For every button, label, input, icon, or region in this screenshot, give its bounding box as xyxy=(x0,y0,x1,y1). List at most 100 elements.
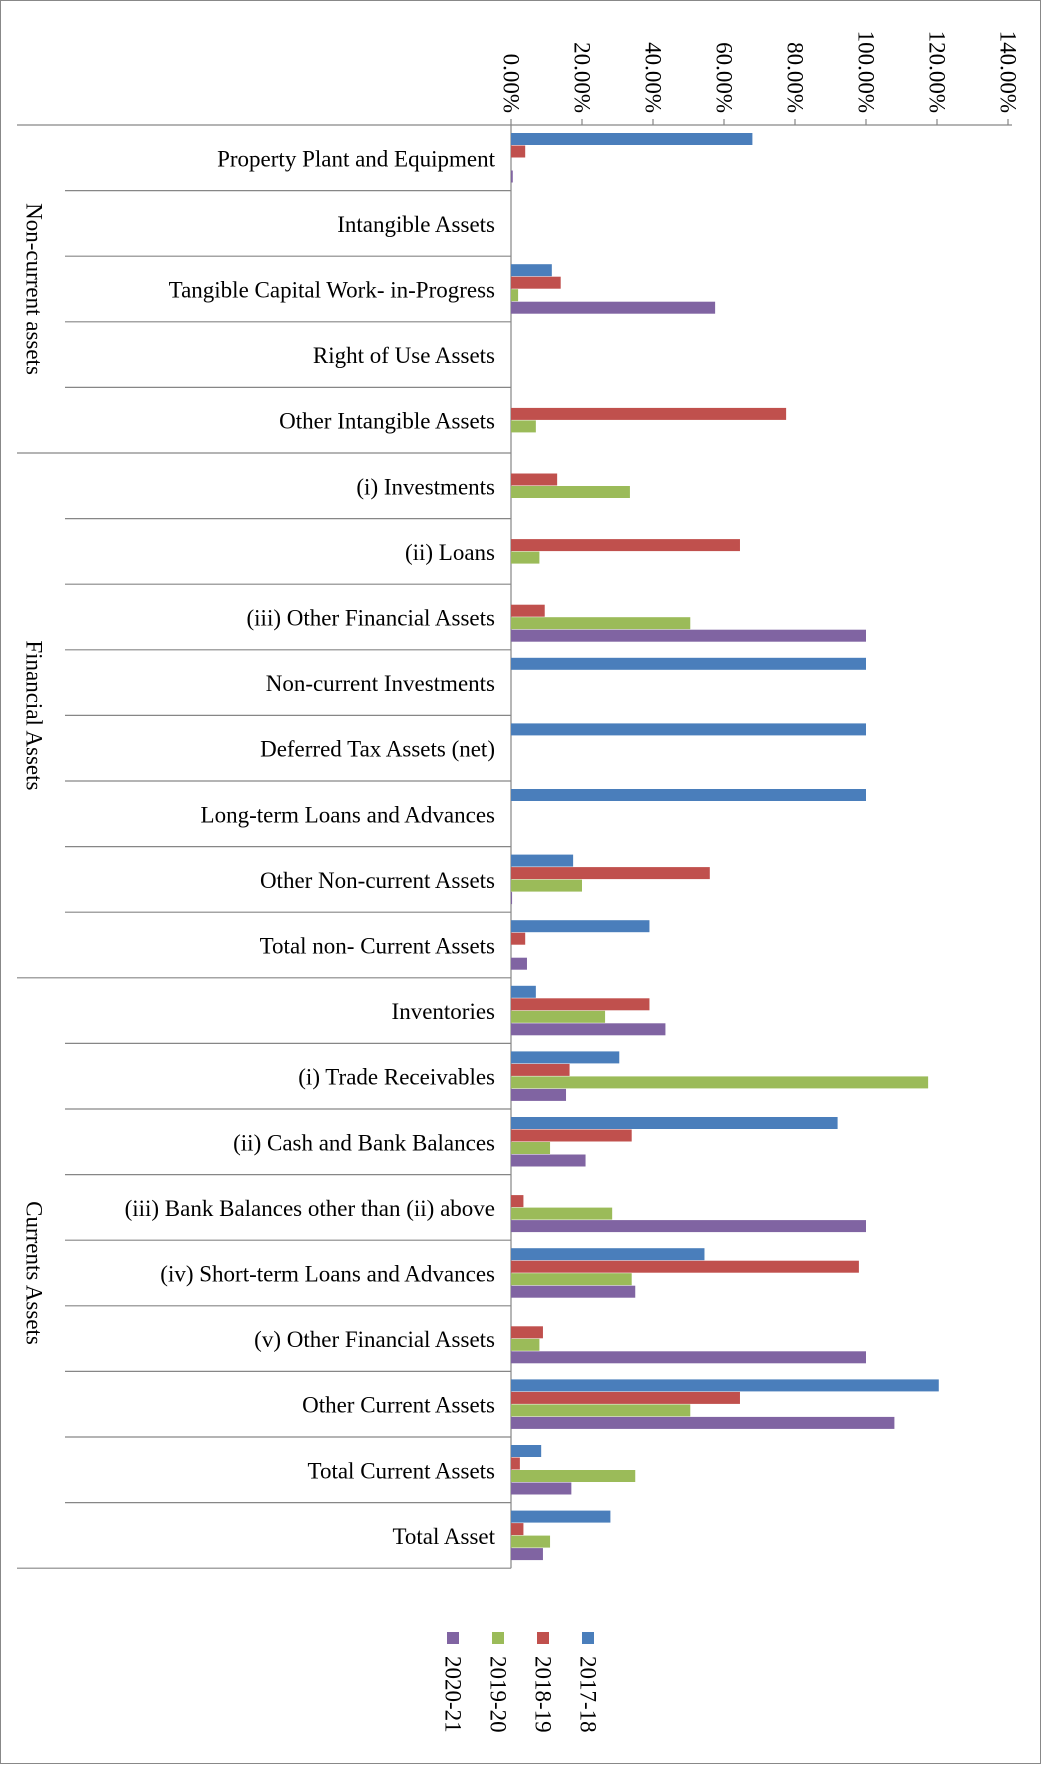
bar-2020-21-total-asset xyxy=(511,1548,543,1561)
bar-2019-20-ii-cash-and-bank-balances xyxy=(511,1142,551,1154)
x-tick-label: 140.00% xyxy=(996,31,1021,113)
bar-2019-20-v-other-financial-assets xyxy=(511,1338,540,1351)
legend-swatch-2018-19 xyxy=(537,1632,549,1644)
category-label-ii-loans: (ii) Loans xyxy=(405,540,495,565)
bar-2017-18-property-plant-and-equipment xyxy=(511,133,753,145)
category-label-long-term-loans-and-advances: Long-term Loans and Advances xyxy=(201,802,495,827)
labels-layer: 0.00% 20.00% 40.00% 60.00% 80.00% 100.00% 120.… xyxy=(22,31,1021,1549)
legend-label-2020-21: 2020-21 xyxy=(441,1656,466,1733)
bar-2020-21-tangible-capital-work-in-progress xyxy=(511,301,716,314)
bar-2018-19-other-non-current-assets xyxy=(511,867,710,880)
legend-swatch-2020-21 xyxy=(447,1632,459,1644)
legend-label-2018-19: 2018-19 xyxy=(531,1656,556,1733)
bar-2018-19-total-non-current-assets xyxy=(511,932,526,945)
bar-2019-20-total-current-assets xyxy=(511,1470,636,1482)
bar-2019-20-other-intangible-assets xyxy=(511,420,536,433)
category-label-i-trade-receivables: (i) Trade Receivables xyxy=(298,1065,495,1090)
bar-2017-18-other-non-current-assets xyxy=(511,854,574,867)
x-tick-label: 60.00% xyxy=(712,42,737,113)
bar-2018-19-iii-other-financial-assets xyxy=(511,604,545,617)
category-label-i-investments: (i) Investments xyxy=(356,474,495,499)
bar-2018-19-other-current-assets xyxy=(511,1391,740,1404)
x-tick-label: 0.00% xyxy=(499,54,524,113)
bar-2017-18-long-term-loans-and-advances xyxy=(511,789,866,801)
bar-2017-18-iv-short-term-loans-and-advances xyxy=(511,1248,705,1261)
bar-2020-21-other-non-current-assets xyxy=(511,892,513,905)
group-label-currents-assets: Currents Assets xyxy=(22,1201,47,1345)
category-label-other-non-current-assets: Other Non-current Assets xyxy=(260,868,495,893)
bar-2017-18-non-current-investments xyxy=(511,657,866,670)
category-label-intangible-assets: Intangible Assets xyxy=(337,212,495,237)
legend-label-2017-18: 2017-18 xyxy=(576,1656,601,1733)
legend-label-2019-20: 2019-20 xyxy=(486,1656,511,1733)
bar-2018-19-i-investments xyxy=(511,473,558,486)
bar-2017-18-deferred-tax-assets-net xyxy=(511,723,866,736)
bar-2020-21-iv-short-term-loans-and-advances xyxy=(511,1285,636,1298)
bar-2019-20-total-asset xyxy=(511,1535,551,1548)
bar-2017-18-other-current-assets xyxy=(511,1379,939,1392)
category-label-property-plant-and-equipment: Property Plant and Equipment xyxy=(217,146,495,171)
category-label-other-intangible-assets: Other Intangible Assets xyxy=(279,409,495,434)
x-tick-label: 80.00% xyxy=(783,42,808,113)
category-label-v-other-financial-assets: (v) Other Financial Assets xyxy=(254,1327,495,1352)
category-label-right-of-use-assets: Right of Use Assets xyxy=(313,343,495,368)
category-label-iii-other-financial-assets: (iii) Other Financial Assets xyxy=(247,606,496,631)
category-label-total-asset: Total Asset xyxy=(392,1524,495,1549)
bars-layer xyxy=(511,133,939,1561)
bar-2020-21-iii-other-financial-assets xyxy=(511,629,866,642)
bar-2017-18-tangible-capital-work-in-progress xyxy=(511,264,552,277)
category-label-total-non-current-assets: Total non- Current Assets xyxy=(260,934,495,959)
bar-2017-18-total-asset xyxy=(511,1510,611,1523)
bar-2017-18-ii-cash-and-bank-balances xyxy=(511,1117,838,1129)
bar-2019-20-tangible-capital-work-in-progress xyxy=(511,289,519,302)
category-label-inventories: Inventories xyxy=(392,999,496,1024)
x-tick-label: 40.00% xyxy=(641,42,666,113)
legend-layer: 2017-18 2018-19 2019-20 2020-21 xyxy=(441,1632,601,1733)
category-label-other-current-assets: Other Current Assets xyxy=(302,1393,495,1418)
bar-2019-20-i-trade-receivables xyxy=(511,1076,929,1089)
bar-2018-19-ii-loans xyxy=(511,539,740,552)
bar-2018-19-inventories xyxy=(511,998,650,1011)
bar-2018-19-total-asset xyxy=(511,1523,524,1536)
x-tick-label: 120.00% xyxy=(925,31,950,113)
group-label-financial-assets: Financial Assets xyxy=(22,640,47,790)
bar-2020-21-total-non-current-assets xyxy=(511,957,527,970)
category-label-tangible-capital-work-in-progress: Tangible Capital Work- in-Progress xyxy=(169,278,495,303)
category-label-non-current-investments: Non-current Investments xyxy=(266,671,495,696)
bar-2019-20-ii-loans xyxy=(511,551,540,564)
bar-2019-20-inventories xyxy=(511,1010,606,1023)
bar-2020-21-i-trade-receivables xyxy=(511,1088,567,1101)
category-label-ii-cash-and-bank-balances: (ii) Cash and Bank Balances xyxy=(233,1130,495,1155)
axis-layer xyxy=(17,119,1012,1569)
bar-2020-21-ii-cash-and-bank-balances xyxy=(511,1154,586,1167)
bar-2018-19-property-plant-and-equipment xyxy=(511,145,526,158)
bar-2019-20-i-investments xyxy=(511,486,630,498)
bar-2020-21-v-other-financial-assets xyxy=(511,1351,866,1364)
x-tick-label: 20.00% xyxy=(570,42,595,113)
bar-2020-21-other-current-assets xyxy=(511,1416,895,1429)
bar-2019-20-iii-bank-balances-other-than-ii-above xyxy=(511,1207,613,1220)
bar-2019-20-other-non-current-assets xyxy=(511,879,582,892)
bar-2018-19-other-intangible-assets xyxy=(511,407,787,420)
bar-2018-19-v-other-financial-assets xyxy=(511,1326,543,1339)
bar-2019-20-iv-short-term-loans-and-advances xyxy=(511,1273,632,1286)
bar-2020-21-iii-bank-balances-other-than-ii-above xyxy=(511,1220,866,1233)
bar-2020-21-property-plant-and-equipment xyxy=(511,170,513,183)
bar-2020-21-total-current-assets xyxy=(511,1482,572,1495)
bar-2018-19-iv-short-term-loans-and-advances xyxy=(511,1260,859,1273)
bar-2018-19-total-current-assets xyxy=(511,1457,520,1470)
bar-2018-19-i-trade-receivables xyxy=(511,1063,570,1076)
bar-2019-20-other-current-assets xyxy=(511,1404,691,1417)
category-label-iv-short-term-loans-and-advances: (iv) Short-term Loans and Advances xyxy=(160,1262,495,1287)
x-tick-label: 100.00% xyxy=(854,31,879,113)
bar-2017-18-inventories xyxy=(511,985,536,998)
bar-2018-19-ii-cash-and-bank-balances xyxy=(511,1129,632,1142)
bar-2017-18-total-current-assets xyxy=(511,1445,542,1457)
bar-2017-18-total-non-current-assets xyxy=(511,920,650,933)
group-label-non-current-assets: Non-current assets xyxy=(22,203,47,375)
legend-swatch-2017-18 xyxy=(582,1632,594,1644)
bar-2017-18-i-trade-receivables xyxy=(511,1051,620,1064)
bar-2018-19-tangible-capital-work-in-progress xyxy=(511,276,561,289)
bar-2020-21-inventories xyxy=(511,1023,666,1036)
